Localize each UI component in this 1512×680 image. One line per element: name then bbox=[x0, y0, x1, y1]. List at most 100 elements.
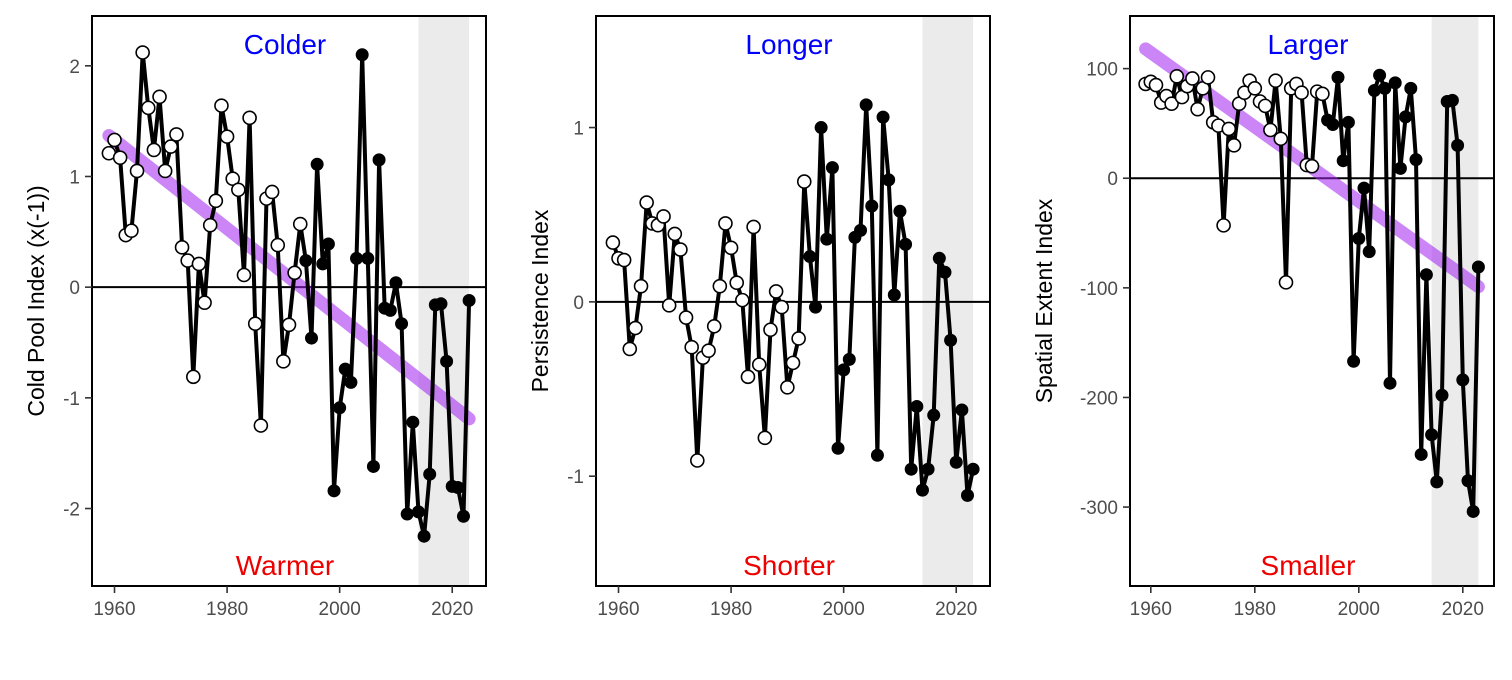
data-point bbox=[723, 240, 739, 256]
data-point bbox=[1419, 268, 1433, 282]
data-point bbox=[735, 292, 750, 308]
data-point bbox=[140, 100, 156, 116]
data-point bbox=[152, 89, 167, 105]
data-point bbox=[633, 278, 649, 294]
x-tick-label: 1960 bbox=[597, 599, 639, 620]
data-point bbox=[129, 163, 145, 179]
data-point bbox=[966, 462, 980, 476]
data-point bbox=[740, 369, 756, 385]
data-point bbox=[1273, 131, 1289, 147]
data-point bbox=[163, 139, 179, 154]
data-point bbox=[1430, 475, 1444, 489]
data-point bbox=[355, 48, 369, 62]
data-point bbox=[112, 150, 128, 165]
data-point bbox=[214, 98, 229, 113]
data-point bbox=[1164, 96, 1179, 111]
data-point bbox=[1304, 158, 1320, 174]
data-point bbox=[859, 98, 873, 112]
y-tick-label: -300 bbox=[1080, 498, 1118, 519]
data-point bbox=[1352, 232, 1366, 246]
y-tick-label: -1 bbox=[63, 389, 80, 410]
x-tick-label: 2000 bbox=[1338, 599, 1380, 620]
data-point bbox=[400, 507, 414, 521]
x-tick-label: 1960 bbox=[1130, 599, 1172, 620]
data-point bbox=[411, 505, 425, 519]
data-point bbox=[191, 256, 207, 272]
data-point bbox=[197, 295, 212, 310]
data-point bbox=[791, 331, 806, 346]
data-point bbox=[1200, 70, 1216, 85]
panel-frame bbox=[595, 15, 991, 587]
data-point bbox=[107, 132, 122, 148]
data-point bbox=[395, 317, 409, 331]
data-point bbox=[1409, 153, 1423, 167]
panel-persistence: 1960 1980 2000 2020 -1 0 1 Persistence Index Lon… bbox=[527, 15, 991, 620]
y-axis-title: Persistence Index bbox=[527, 209, 553, 392]
data-point bbox=[208, 193, 224, 209]
data-point bbox=[219, 129, 235, 144]
data-point bbox=[1190, 101, 1205, 117]
data-point bbox=[124, 223, 139, 239]
data-point bbox=[1331, 70, 1345, 84]
data-point bbox=[135, 45, 150, 60]
data-point bbox=[661, 298, 677, 313]
data-point bbox=[1268, 73, 1283, 88]
data-point bbox=[854, 223, 868, 237]
data-point bbox=[456, 509, 470, 523]
panel-spatial-extent: 1960 1980 2000 2020 -300 -200 -100 0 100 Spatial … bbox=[1031, 15, 1495, 620]
data-point bbox=[327, 484, 341, 498]
data-point bbox=[146, 142, 162, 158]
data-point bbox=[299, 254, 313, 268]
data-point bbox=[1169, 68, 1185, 84]
data-point bbox=[887, 288, 901, 302]
data-point bbox=[1456, 373, 1470, 387]
data-point bbox=[763, 322, 778, 338]
data-point bbox=[842, 352, 856, 366]
data-point bbox=[605, 235, 621, 250]
data-point bbox=[876, 110, 890, 124]
data-point bbox=[1357, 181, 1371, 195]
data-point bbox=[729, 275, 745, 290]
data-point bbox=[292, 216, 308, 232]
x-tick-label: 2000 bbox=[319, 599, 361, 620]
data-point bbox=[247, 316, 263, 331]
y-tick-label: 0 bbox=[69, 278, 80, 299]
data-point bbox=[938, 265, 952, 279]
data-point bbox=[1315, 86, 1330, 102]
data-point bbox=[316, 257, 330, 271]
data-point bbox=[690, 453, 705, 468]
data-point bbox=[350, 251, 364, 265]
data-point bbox=[718, 216, 733, 231]
data-point bbox=[751, 357, 767, 372]
data-point bbox=[1471, 260, 1485, 274]
data-point bbox=[333, 401, 347, 415]
data-point bbox=[820, 232, 834, 246]
data-point bbox=[157, 163, 173, 179]
data-point bbox=[1388, 76, 1402, 90]
data-point bbox=[1373, 68, 1387, 82]
data-point bbox=[960, 488, 974, 502]
data-point bbox=[639, 195, 654, 210]
data-point bbox=[673, 242, 688, 257]
data-point bbox=[882, 173, 896, 187]
data-point bbox=[768, 284, 784, 299]
data-point bbox=[276, 354, 291, 369]
data-point bbox=[264, 184, 280, 200]
data-point bbox=[1435, 388, 1449, 402]
data-point bbox=[1445, 93, 1459, 107]
y-tick-label: -2 bbox=[63, 500, 80, 521]
panel-frame bbox=[1129, 15, 1495, 587]
data-point bbox=[1425, 428, 1439, 442]
data-point bbox=[774, 299, 790, 315]
data-point bbox=[236, 267, 252, 283]
data-point bbox=[1341, 115, 1355, 129]
data-point bbox=[1247, 81, 1263, 96]
data-point bbox=[616, 252, 632, 268]
y-tick-label: 1 bbox=[573, 119, 584, 140]
data-point bbox=[1399, 110, 1413, 124]
data-point bbox=[1393, 161, 1407, 175]
data-point bbox=[186, 369, 201, 385]
data-point bbox=[932, 251, 946, 265]
x-tick-label: 2020 bbox=[935, 599, 977, 620]
